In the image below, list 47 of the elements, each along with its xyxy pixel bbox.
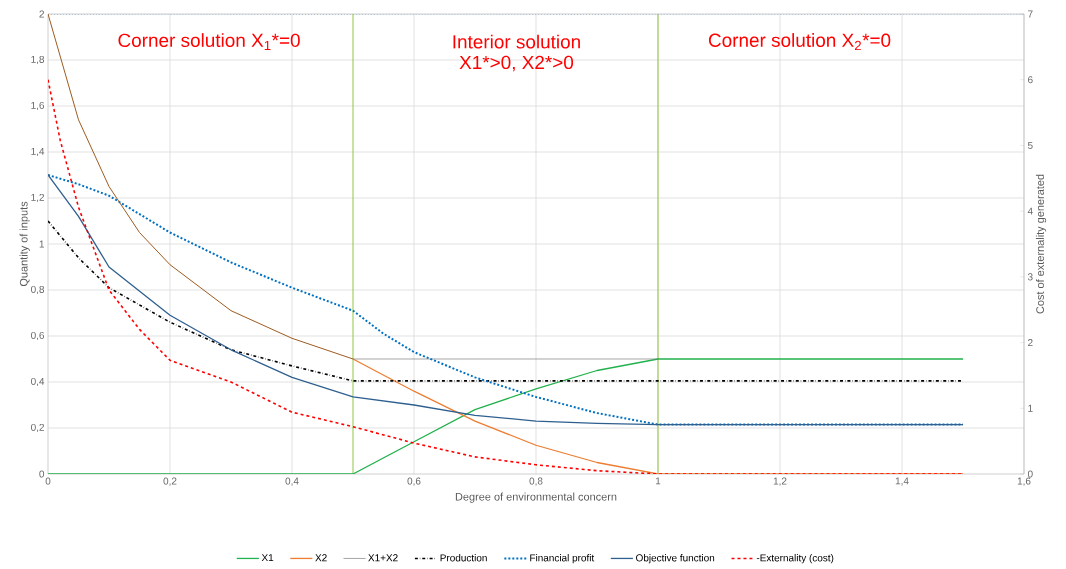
y-tick-label: 1 (39, 240, 44, 248)
annotation: Interior solution (453, 34, 580, 49)
y2-tick-label: 0 (1027, 470, 1033, 478)
y2-tick-label: 7 (1028, 10, 1033, 18)
y-tick-label: 1,2 (31, 193, 44, 203)
x-tick-label: 0,6 (407, 477, 421, 486)
x-axis-title: Degree of environmental concern (455, 492, 617, 503)
legend-label: Financial profit (530, 554, 595, 564)
annotation: X1*>0, X2*>0 (459, 55, 574, 72)
legend-label: Objective function (636, 554, 715, 564)
y-tick-label: 1,6 (31, 101, 45, 111)
line-series (48, 174, 965, 426)
y2-tick-label: 3 (1027, 273, 1033, 281)
x-tick-label: 1 (656, 477, 661, 485)
y-tick-label: 0,4 (31, 377, 45, 387)
x-tick-label: 1,4 (895, 477, 909, 486)
legend-label: X2 (315, 554, 327, 562)
annotation: Corner solution X$_{2}$*=0 (708, 33, 891, 51)
y2-tick-label: 6 (1028, 76, 1033, 84)
y2-tick-label: 2 (1028, 339, 1033, 347)
line-series (352, 358, 964, 474)
y-tick-label: 1,4 (31, 147, 45, 157)
y2-tick-label: 5 (1027, 141, 1033, 149)
y-tick-label: 0,2 (31, 423, 44, 433)
x-tick-label: 0,4 (285, 477, 299, 486)
y2-tick-label: 4 (1027, 207, 1033, 215)
y-tick-label: 2 (39, 10, 44, 18)
y-axis-title: Quantity of inputs (19, 201, 30, 287)
x-tick-label: 0,8 (529, 477, 543, 486)
annotation: Corner solution X$_{1}$*=0 (118, 33, 300, 51)
legend-label: Production (440, 554, 487, 562)
line-series (48, 13, 354, 360)
y-tick-label: 1,8 (31, 55, 45, 65)
x-tick-label: 0 (45, 477, 51, 485)
y-tick-label: 0,8 (31, 285, 45, 295)
y-tick-label: 0,6 (31, 331, 45, 341)
x-tick-label: 0,2 (163, 477, 177, 486)
y2-axis-title: Cost of externality generated (1035, 174, 1047, 314)
x-tick-label: 1,2 (773, 477, 787, 486)
y2-tick-label: 1 (1028, 404, 1033, 412)
legend-label: X1+X2 (368, 554, 398, 562)
y-tick-label: 0 (39, 470, 45, 478)
legend-label: -Externality (cost) (756, 554, 834, 564)
x-tick-label: 1,6 (1017, 477, 1031, 486)
line-series (48, 358, 964, 474)
legend-label: X1 (261, 554, 274, 562)
line-series (48, 78, 964, 474)
